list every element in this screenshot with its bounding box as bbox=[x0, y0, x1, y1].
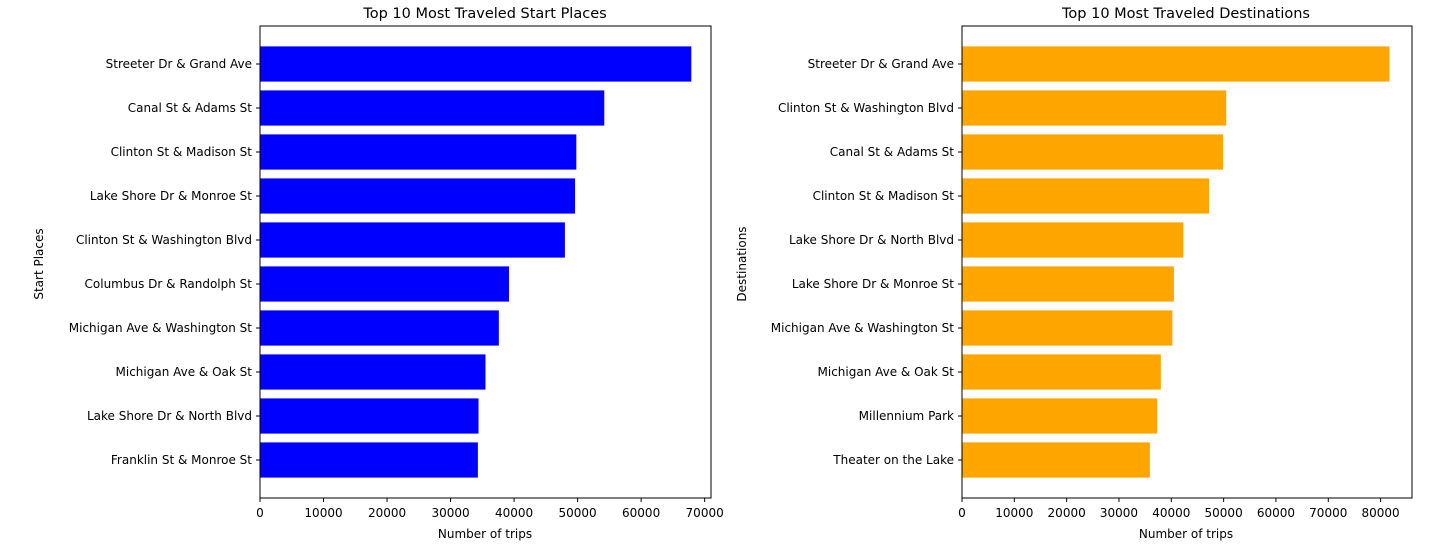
bar bbox=[260, 442, 478, 478]
bar bbox=[260, 178, 576, 214]
chart-title: Top 10 Most Traveled Destinations bbox=[1061, 6, 1310, 22]
x-tick-label: 0 bbox=[256, 506, 264, 520]
x-tick-label: 40000 bbox=[1152, 506, 1190, 520]
bar bbox=[260, 222, 565, 258]
x-tick-label: 50000 bbox=[559, 506, 597, 520]
x-tick-label: 10000 bbox=[995, 506, 1033, 520]
y-tick-label: Franklin St & Monroe St bbox=[111, 453, 252, 467]
y-tick-label: Streeter Dr & Grand Ave bbox=[808, 57, 954, 71]
bar bbox=[962, 266, 1174, 302]
x-tick-label: 50000 bbox=[1205, 506, 1243, 520]
bar bbox=[260, 310, 499, 346]
bar bbox=[962, 442, 1150, 478]
bar bbox=[962, 134, 1224, 170]
y-tick-label: Lake Shore Dr & Monroe St bbox=[792, 277, 954, 291]
y-tick-label: Theater on the Lake bbox=[832, 453, 954, 467]
bar bbox=[962, 90, 1227, 126]
y-axis-label: Destinations bbox=[735, 226, 749, 301]
y-tick-label: Streeter Dr & Grand Ave bbox=[106, 57, 252, 71]
y-tick-label: Clinton St & Madison St bbox=[111, 145, 253, 159]
bar bbox=[260, 90, 605, 126]
x-tick-label: 0 bbox=[958, 506, 966, 520]
x-tick-label: 30000 bbox=[1100, 506, 1138, 520]
y-tick-label: Lake Shore Dr & North Blvd bbox=[789, 233, 954, 247]
chart-title: Top 10 Most Traveled Start Places bbox=[362, 6, 606, 22]
x-tick-label: 60000 bbox=[622, 506, 660, 520]
x-axis-label: Number of trips bbox=[438, 527, 532, 541]
y-tick-label: Michigan Ave & Washington St bbox=[771, 321, 955, 335]
x-axis-label: Number of trips bbox=[1139, 527, 1233, 541]
y-tick-label: Canal St & Adams St bbox=[128, 101, 252, 115]
y-tick-label: Canal St & Adams St bbox=[830, 145, 954, 159]
x-tick-label: 20000 bbox=[1048, 506, 1086, 520]
y-tick-label: Clinton St & Washington Blvd bbox=[778, 101, 954, 115]
y-tick-label: Michigan Ave & Oak St bbox=[818, 365, 955, 379]
start-places-chart: Top 10 Most Traveled Start Places Start … bbox=[32, 6, 724, 541]
bar bbox=[962, 46, 1390, 82]
y-tick-label: Clinton St & Washington Blvd bbox=[76, 233, 252, 247]
y-tick-label: Clinton St & Madison St bbox=[813, 189, 955, 203]
bar bbox=[962, 178, 1209, 214]
bar bbox=[260, 354, 486, 390]
y-tick-label: Michigan Ave & Washington St bbox=[69, 321, 253, 335]
plot-frame bbox=[259, 25, 712, 499]
x-tick-label: 40000 bbox=[495, 506, 533, 520]
y-tick-label: Lake Shore Dr & Monroe St bbox=[90, 189, 252, 203]
y-tick-label: Michigan Ave & Oak St bbox=[116, 365, 253, 379]
y-tick-label: Lake Shore Dr & North Blvd bbox=[87, 409, 252, 423]
bar bbox=[962, 354, 1161, 390]
x-tick-label: 20000 bbox=[368, 506, 406, 520]
x-tick-label: 10000 bbox=[304, 506, 342, 520]
x-tick-label: 60000 bbox=[1257, 506, 1295, 520]
bar bbox=[260, 46, 692, 82]
bar bbox=[260, 134, 577, 170]
x-tick-label: 30000 bbox=[431, 506, 469, 520]
y-tick-label: Millennium Park bbox=[859, 409, 954, 423]
x-tick-label: 70000 bbox=[1309, 506, 1347, 520]
y-axis-label: Start Places bbox=[32, 228, 46, 299]
bar bbox=[260, 266, 510, 302]
y-tick-label: Columbus Dr & Randolph St bbox=[85, 277, 253, 291]
x-tick-label: 70000 bbox=[686, 506, 724, 520]
plot-frame bbox=[961, 25, 1413, 499]
bar bbox=[260, 398, 479, 434]
bar bbox=[962, 398, 1158, 434]
bar bbox=[962, 310, 1173, 346]
bar bbox=[962, 222, 1184, 258]
x-tick-label: 80000 bbox=[1362, 506, 1400, 520]
destinations-chart: Top 10 Most Traveled Destinations Destin… bbox=[735, 6, 1413, 541]
